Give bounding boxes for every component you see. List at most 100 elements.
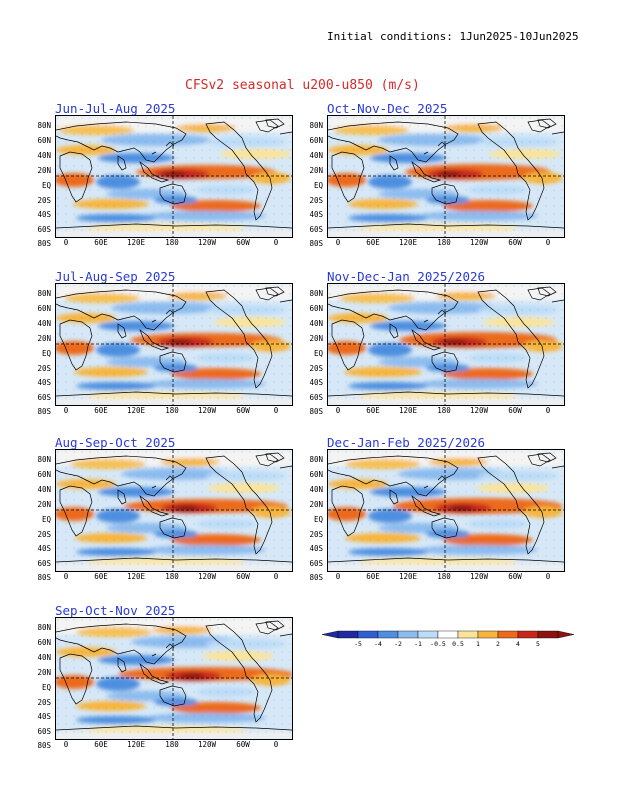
lat-tick-label: 80S: [37, 407, 51, 416]
map-panel: Aug-Sep-Oct 2025: [37, 435, 315, 585]
lat-tick-label: EQ: [41, 515, 51, 524]
colorbar-segment: [517, 630, 539, 639]
lon-tick-label: 60W: [508, 406, 522, 415]
lat-tick-label: 40S: [37, 378, 51, 387]
lat-tick-label: EQ: [41, 683, 51, 692]
colorbar-segment: [437, 630, 459, 639]
panel-title: Sep-Oct-Nov 2025: [55, 603, 176, 618]
colorbar-segment: [477, 630, 499, 639]
lon-tick-label: 60W: [236, 238, 250, 247]
lat-tick-label: 60N: [37, 136, 51, 145]
lat-tick-label: 40N: [309, 319, 323, 328]
lon-tick-label: 180: [437, 572, 451, 581]
lat-tick-label: 60S: [37, 559, 51, 568]
lat-tick-label: 60S: [309, 559, 323, 568]
lon-tick-label: 120E: [398, 572, 418, 581]
lon-tick-label: 0: [273, 238, 279, 247]
lat-tick-label: 40S: [37, 210, 51, 219]
map-plot: [55, 115, 293, 238]
map-plot: [55, 283, 293, 406]
lon-tick-label: 60W: [508, 238, 522, 247]
lon-tick-label: 120W: [469, 406, 489, 415]
lat-tick-label: 20N: [309, 500, 323, 509]
lon-tick-label: 60E: [366, 406, 380, 415]
lat-tick-label: 80N: [37, 121, 51, 130]
lat-tick-label: 20N: [309, 166, 323, 175]
lon-tick-label: 180: [165, 238, 179, 247]
lat-tick-label: 40N: [37, 151, 51, 160]
lon-tick-label: 0: [63, 238, 69, 247]
lon-tick-label: 0: [335, 238, 341, 247]
map-panel: Nov-Dec-Jan 2025/2026: [309, 269, 587, 419]
lon-tick-label: 0: [545, 406, 551, 415]
lat-tick-label: 80S: [309, 573, 323, 582]
colorbar-segment: [497, 630, 519, 639]
map-plot: [55, 449, 293, 572]
lat-tick-label: 40S: [309, 544, 323, 553]
lat-tick-label: 20S: [309, 196, 323, 205]
lon-tick-label: 60E: [94, 572, 108, 581]
lon-tick-label: 120W: [469, 572, 489, 581]
lat-tick-label: 80N: [37, 455, 51, 464]
colorbar: -5 -4 -2 -1 -0.5 0.5 1 2 4 5: [320, 627, 580, 648]
lat-tick-label: 60S: [309, 393, 323, 402]
lat-tick-label: 80S: [37, 741, 51, 750]
lon-tick-label: 120E: [126, 238, 146, 247]
lat-tick-label: 60S: [37, 393, 51, 402]
lat-tick-label: 40S: [309, 210, 323, 219]
lon-tick-label: 120E: [126, 740, 146, 749]
lat-tick-label: 20S: [37, 698, 51, 707]
lat-tick-label: 80S: [37, 573, 51, 582]
lat-tick-label: 20N: [309, 334, 323, 343]
lon-tick-label: 60E: [366, 238, 380, 247]
lon-tick-label: 0: [335, 572, 341, 581]
lon-tick-label: 120W: [469, 238, 489, 247]
map-panel: Jun-Jul-Aug 2025: [37, 101, 315, 251]
lon-tick-label: 60E: [366, 572, 380, 581]
colorbar-tick-label: -0.5: [430, 640, 446, 648]
lat-tick-label: 80N: [37, 623, 51, 632]
colorbar-left-arrow: [321, 630, 339, 639]
map-field: [328, 450, 564, 571]
colorbar-segment: [417, 630, 439, 639]
colorbar-tick-label: 5: [536, 640, 540, 648]
lat-tick-label: 40N: [37, 485, 51, 494]
colorbar-segment: [337, 630, 359, 639]
lat-tick-label: EQ: [313, 515, 323, 524]
lat-tick-label: 60N: [37, 638, 51, 647]
figure-title: CFSv2 seasonal u200-u850 (m/s): [185, 78, 420, 93]
lon-tick-label: 0: [63, 572, 69, 581]
map-field: [328, 116, 564, 237]
colorbar-tick-label: -2: [394, 640, 402, 648]
lon-tick-label: 180: [437, 406, 451, 415]
lon-tick-label: 0: [273, 406, 279, 415]
lon-tick-label: 60W: [508, 572, 522, 581]
map-field: [56, 284, 292, 405]
lon-tick-label: 180: [165, 740, 179, 749]
panel-title: Jun-Jul-Aug 2025: [55, 101, 176, 116]
lon-tick-label: 120E: [126, 406, 146, 415]
lon-tick-label: 0: [273, 572, 279, 581]
colorbar-tick-label: 4: [516, 640, 520, 648]
map-field: [56, 450, 292, 571]
lat-tick-label: 80N: [309, 289, 323, 298]
colorbar-tick-label: -5: [354, 640, 362, 648]
lon-tick-label: 180: [165, 572, 179, 581]
lat-tick-label: 20S: [309, 530, 323, 539]
map-field: [328, 284, 564, 405]
lat-tick-label: 40S: [37, 544, 51, 553]
lat-tick-label: 40N: [309, 151, 323, 160]
lon-tick-label: 0: [545, 238, 551, 247]
lon-tick-label: 0: [335, 406, 341, 415]
lon-tick-label: 60E: [94, 406, 108, 415]
lat-tick-label: 80N: [309, 121, 323, 130]
colorbar-right-arrow: [557, 630, 575, 639]
lat-tick-label: 60N: [309, 136, 323, 145]
map-plot: [327, 449, 565, 572]
lat-tick-label: EQ: [41, 181, 51, 190]
lat-tick-label: 20S: [37, 530, 51, 539]
colorbar-segment: [397, 630, 419, 639]
lat-tick-label: EQ: [41, 349, 51, 358]
lon-tick-label: 60W: [236, 572, 250, 581]
map-field: [56, 116, 292, 237]
